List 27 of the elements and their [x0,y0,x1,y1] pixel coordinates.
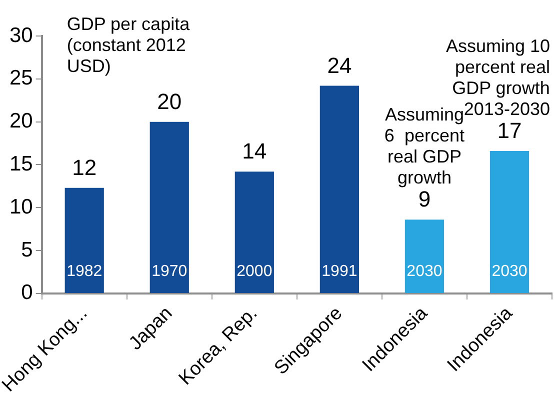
bar [404,220,444,293]
annotation: Assuming 6 percent real GDP growth [384,104,464,188]
y-tick-label: 15 [10,152,33,176]
annotation: GDP per capita (constant 2012 USD) [66,14,191,76]
data-label: 17 [497,118,522,144]
y-tick-label: 5 [21,238,33,262]
bar [150,122,189,293]
data-label: 14 [242,138,267,164]
y-tick-label: 25 [10,66,33,90]
y-tick-label: 0 [21,281,33,304]
y-tick-label: 20 [10,110,33,133]
y-tick-label: 10 [10,195,33,218]
data-label: 20 [157,88,182,114]
annotation: 1991 [322,262,358,280]
annotation: 1970 [152,262,188,280]
annotation: 2030 [492,262,528,280]
y-tick-label: 30 [10,24,33,47]
bar [64,188,104,293]
bar [320,86,359,293]
annotation: 1982 [66,262,102,280]
data-label: 24 [327,52,352,78]
bar [490,150,530,293]
data-label: 12 [72,154,97,180]
annotation: 2000 [236,262,272,280]
bar [234,172,274,293]
data-label: 9 [418,186,431,212]
annotation: 2030 [406,262,442,280]
